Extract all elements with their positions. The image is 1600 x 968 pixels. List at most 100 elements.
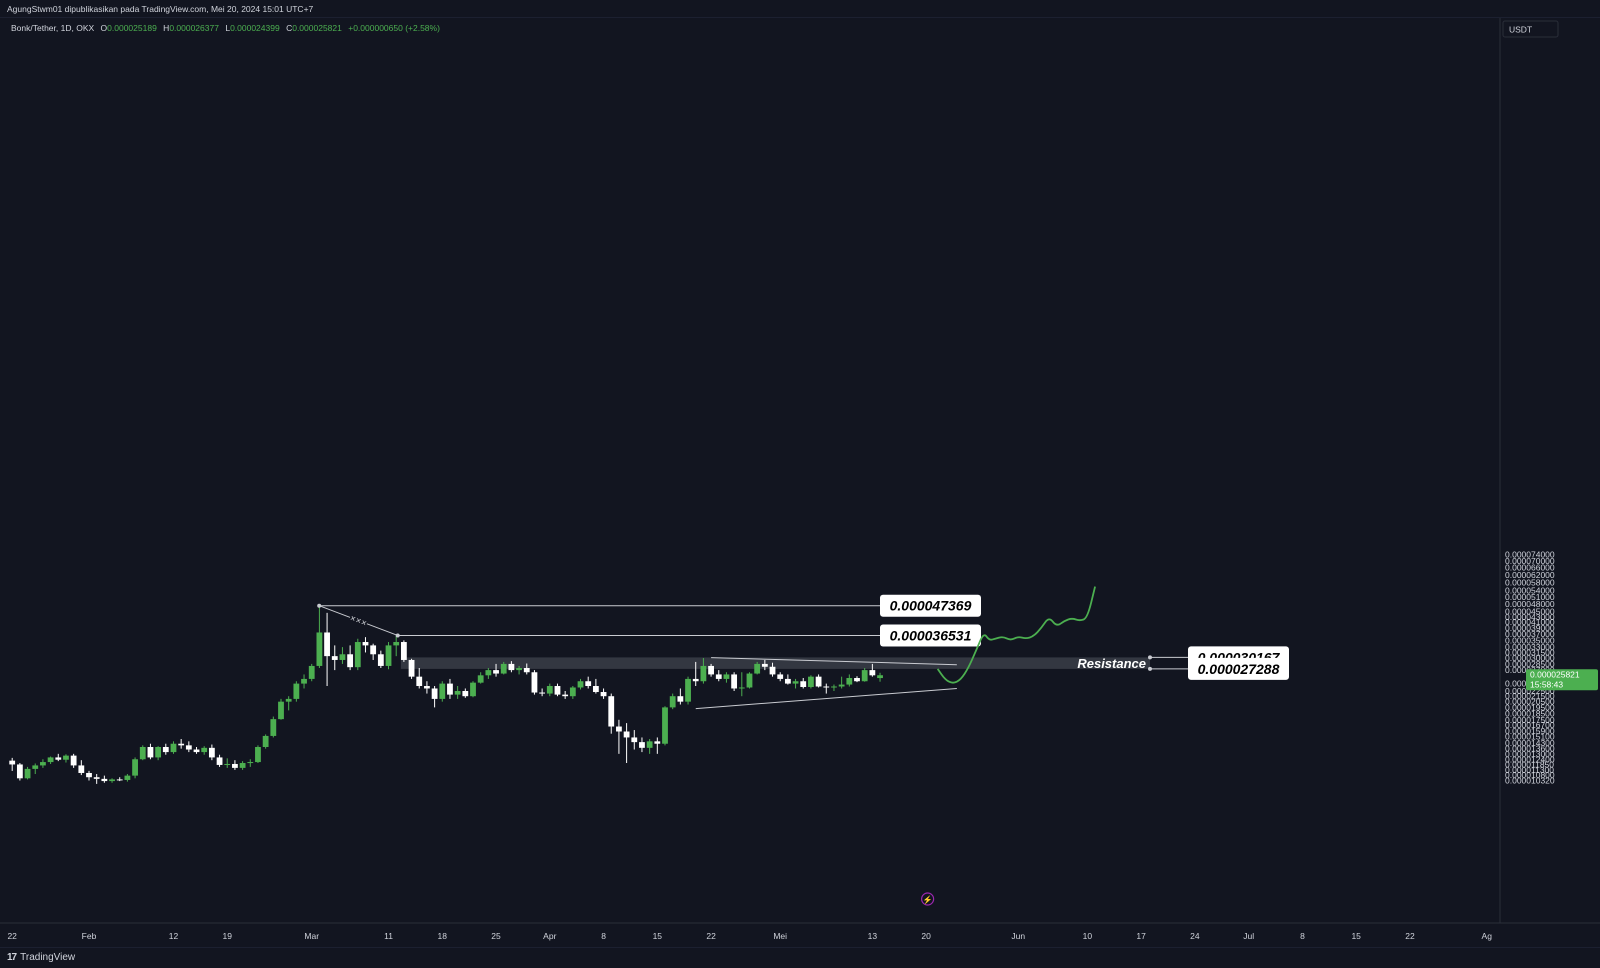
candle-body-up[interactable] — [877, 675, 883, 679]
candle-body-down[interactable] — [431, 688, 438, 699]
price-chart[interactable]: ✕✕✕0.0000473690.0000365310.0000301670.00… — [0, 18, 1600, 947]
candle-body-up[interactable] — [285, 698, 292, 702]
candle-body-down[interactable] — [424, 686, 430, 689]
candle-body-up[interactable] — [24, 768, 31, 779]
candle-body-down[interactable] — [93, 777, 100, 779]
candle-body-down[interactable] — [692, 678, 699, 682]
candle-body-down[interactable] — [101, 778, 108, 782]
currency-button[interactable] — [1502, 20, 1559, 38]
candle-body-up[interactable] — [270, 719, 277, 736]
candle-body-down[interactable] — [523, 668, 530, 673]
candle-body-up[interactable] — [477, 675, 484, 683]
candle-body-down[interactable] — [370, 645, 377, 655]
candle-body-down[interactable] — [869, 670, 876, 676]
candle-body-up[interactable] — [339, 654, 346, 660]
candle-body-up[interactable] — [439, 683, 446, 699]
resistance-zone[interactable] — [400, 657, 1150, 669]
candle-body-down[interactable] — [331, 656, 338, 660]
candle-body-down[interactable] — [616, 726, 622, 732]
candle-body-down[interactable] — [462, 690, 469, 697]
candle-body-up[interactable] — [516, 668, 522, 671]
candle-body-down[interactable] — [55, 757, 62, 760]
candle-body-up[interactable] — [861, 670, 868, 682]
candle-body-down[interactable] — [147, 746, 154, 758]
candle-body-up[interactable] — [700, 665, 707, 682]
level-zone-bottom-anchor[interactable] — [1148, 666, 1152, 671]
candle-body-down[interactable] — [608, 696, 615, 727]
candle-body-down[interactable] — [623, 731, 630, 738]
candle-body-down[interactable] — [9, 760, 16, 765]
candle-body-down[interactable] — [493, 670, 499, 674]
candle-body-down[interactable] — [539, 692, 546, 694]
candle-body-up[interactable] — [301, 678, 307, 684]
candle-body-down[interactable] — [508, 663, 515, 671]
candle-body-up[interactable] — [808, 676, 814, 687]
candle-body-up[interactable] — [278, 701, 284, 720]
candle-body-up[interactable] — [577, 681, 584, 688]
candle-body-down[interactable] — [16, 764, 23, 779]
candle-body-down[interactable] — [592, 686, 599, 693]
candle-body-down[interactable] — [208, 747, 215, 758]
candle-body-up[interactable] — [201, 747, 208, 753]
candle-body-down[interactable] — [731, 674, 738, 689]
candle-body-down[interactable] — [777, 674, 784, 679]
level-tag-0-bg[interactable] — [880, 594, 981, 617]
candle-body-down[interactable] — [408, 659, 415, 677]
candle-body-up[interactable] — [170, 743, 177, 753]
candle-body-down[interactable] — [631, 737, 638, 743]
candle-body-down[interactable] — [416, 676, 423, 687]
candle-body-up[interactable] — [63, 755, 69, 760]
candle-body-up[interactable] — [723, 674, 730, 679]
candle-body-down[interactable] — [324, 632, 330, 657]
candle-body-down[interactable] — [178, 743, 185, 746]
candle-body-up[interactable] — [470, 682, 476, 697]
candle-body-up[interactable] — [239, 763, 246, 768]
candle-body-up[interactable] — [308, 665, 315, 679]
candle-body-up[interactable] — [109, 779, 115, 782]
candle-body-down[interactable] — [562, 694, 569, 697]
candle-body-down[interactable] — [70, 755, 77, 766]
candle-body-down[interactable] — [854, 678, 860, 682]
candle-body-down[interactable] — [600, 692, 607, 697]
dividend-icon[interactable] — [921, 892, 935, 906]
candle-body-up[interactable] — [754, 663, 761, 674]
candle-body-down[interactable] — [347, 654, 354, 668]
candle-body-down[interactable] — [193, 749, 200, 753]
level-zone-top-anchor[interactable] — [1148, 655, 1152, 660]
candle-body-down[interactable] — [554, 686, 561, 695]
candle-body-up[interactable] — [662, 707, 668, 744]
candle-body-up[interactable] — [224, 763, 231, 765]
candle-body-up[interactable] — [47, 757, 54, 763]
trendline-descending[interactable] — [711, 657, 957, 666]
candle-body-up[interactable] — [746, 673, 753, 688]
candle-body-up[interactable] — [454, 690, 461, 695]
candle-body-up[interactable] — [385, 645, 392, 666]
candle-body-down[interactable] — [362, 642, 369, 646]
candle-body-up[interactable] — [354, 642, 361, 668]
projection-path[interactable] — [936, 586, 1096, 684]
candle-body-up[interactable] — [546, 686, 553, 694]
candle-body-up[interactable] — [255, 746, 261, 763]
candle-body-down[interactable] — [800, 681, 807, 687]
candle-body-up[interactable] — [124, 775, 131, 780]
candle-body-up[interactable] — [738, 687, 745, 689]
candle-body-down[interactable] — [708, 665, 714, 675]
trendline-ascending[interactable] — [695, 687, 957, 710]
candle-body-up[interactable] — [569, 687, 576, 697]
candle-body-up[interactable] — [262, 735, 269, 747]
candle-body-down[interactable] — [216, 757, 223, 765]
candle-body-up[interactable] — [500, 663, 507, 674]
candle-body-down[interactable] — [639, 742, 645, 748]
candle-body-down[interactable] — [585, 681, 592, 687]
candle-body-down[interactable] — [232, 763, 238, 768]
tradingview-logo[interactable]: 17 TradingView — [7, 952, 75, 963]
candle-body-down[interactable] — [162, 746, 169, 753]
level-tag-1-bg[interactable] — [880, 624, 981, 647]
candle-body-up[interactable] — [316, 632, 323, 666]
candle-body-up[interactable] — [139, 746, 146, 760]
candle-body-up[interactable] — [846, 678, 853, 685]
candle-body-up[interactable] — [831, 686, 837, 688]
candle-body-down[interactable] — [447, 683, 453, 695]
candle-body-down[interactable] — [823, 686, 830, 688]
candle-body-up[interactable] — [838, 684, 845, 687]
